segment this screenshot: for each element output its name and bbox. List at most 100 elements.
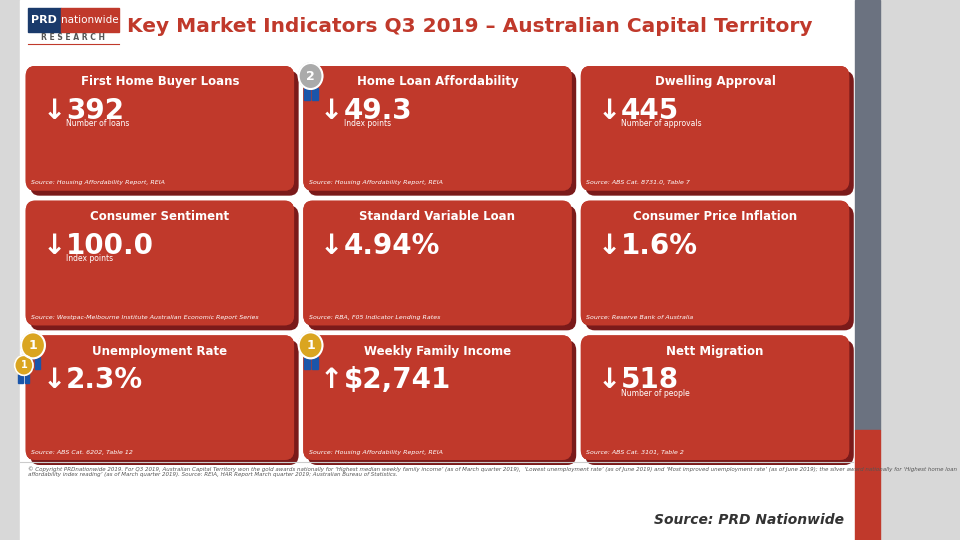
Bar (35, 357, 40, 369)
FancyBboxPatch shape (26, 66, 294, 191)
Bar (18, 374, 23, 383)
FancyBboxPatch shape (27, 288, 293, 325)
Text: Home Loan Affordability: Home Loan Affordability (356, 76, 518, 89)
FancyBboxPatch shape (586, 340, 853, 465)
FancyBboxPatch shape (26, 335, 294, 460)
FancyBboxPatch shape (27, 423, 293, 460)
FancyBboxPatch shape (308, 340, 576, 465)
Text: Dwelling Approval: Dwelling Approval (655, 76, 776, 89)
Text: Standard Variable Loan: Standard Variable Loan (359, 210, 516, 223)
Text: Key Market Indicators Q3 2019 – Australian Capital Territory: Key Market Indicators Q3 2019 – Australi… (127, 17, 812, 36)
Text: 445: 445 (621, 97, 680, 125)
Text: ↓: ↓ (42, 232, 65, 260)
Text: Source: RBA, F05 Indicator Lending Rates: Source: RBA, F05 Indicator Lending Rates (309, 315, 440, 320)
Text: Unemployment Rate: Unemployment Rate (92, 345, 228, 358)
Text: Source: Housing Affordability Report, REIA: Source: Housing Affordability Report, RE… (31, 180, 165, 185)
FancyBboxPatch shape (586, 71, 853, 195)
Text: ↓: ↓ (320, 232, 343, 260)
Circle shape (21, 332, 45, 359)
Text: Consumer Price Inflation: Consumer Price Inflation (633, 210, 797, 223)
Text: ↓: ↓ (597, 97, 620, 125)
FancyBboxPatch shape (581, 335, 850, 460)
Text: 1.6%: 1.6% (621, 232, 698, 260)
FancyBboxPatch shape (581, 66, 850, 191)
FancyBboxPatch shape (581, 201, 850, 325)
FancyBboxPatch shape (304, 288, 570, 325)
FancyBboxPatch shape (31, 71, 299, 195)
Bar (27, 357, 32, 369)
FancyBboxPatch shape (26, 201, 294, 325)
Circle shape (14, 355, 33, 375)
Text: 1: 1 (306, 339, 315, 352)
Circle shape (299, 332, 323, 359)
FancyBboxPatch shape (31, 340, 299, 465)
Text: ↓: ↓ (42, 97, 65, 125)
Text: 1: 1 (20, 360, 27, 370)
FancyBboxPatch shape (581, 335, 850, 460)
FancyBboxPatch shape (303, 201, 571, 325)
Bar (28, 8, 60, 32)
Text: Source: Housing Affordability Report, REIA: Source: Housing Affordability Report, RE… (309, 449, 443, 455)
Bar (304, 357, 310, 369)
Text: Source: ABS Cat. 6202, Table 12: Source: ABS Cat. 6202, Table 12 (31, 449, 133, 455)
Text: nationwide: nationwide (61, 15, 119, 25)
FancyBboxPatch shape (26, 335, 294, 460)
Text: 2.3%: 2.3% (66, 366, 143, 394)
Text: ↓: ↓ (320, 97, 343, 125)
FancyBboxPatch shape (27, 153, 293, 191)
Text: 49.3: 49.3 (344, 97, 412, 125)
FancyBboxPatch shape (303, 66, 571, 191)
FancyBboxPatch shape (303, 335, 571, 460)
Text: R E S E A R C H: R E S E A R C H (41, 33, 106, 43)
Text: Source: Westpac-Melbourne Institute Australian Economic Report Series: Source: Westpac-Melbourne Institute Aust… (31, 315, 259, 320)
Text: 4.94%: 4.94% (344, 232, 440, 260)
FancyBboxPatch shape (586, 206, 853, 330)
FancyBboxPatch shape (304, 153, 570, 191)
FancyBboxPatch shape (582, 153, 849, 191)
FancyBboxPatch shape (308, 71, 576, 195)
Text: PRD: PRD (31, 15, 57, 25)
Text: Source: ABS Cat. 8731.0, Table 7: Source: ABS Cat. 8731.0, Table 7 (587, 180, 690, 185)
Bar (60, 8, 119, 32)
FancyBboxPatch shape (582, 423, 849, 460)
Bar (312, 88, 318, 100)
Text: Number of loans: Number of loans (66, 119, 130, 129)
FancyBboxPatch shape (581, 201, 850, 325)
Text: Number of people: Number of people (621, 389, 690, 398)
Text: First Home Buyer Loans: First Home Buyer Loans (81, 76, 239, 89)
Text: Weekly Family Income: Weekly Family Income (364, 345, 511, 358)
Text: Number of approvals: Number of approvals (621, 119, 702, 129)
Text: 392: 392 (66, 97, 124, 125)
Text: Source: PRD Nationwide: Source: PRD Nationwide (654, 513, 844, 527)
Text: Index points: Index points (66, 254, 113, 263)
Text: Source: Reserve Bank of Australia: Source: Reserve Bank of Australia (587, 315, 693, 320)
FancyBboxPatch shape (581, 66, 850, 191)
Text: Nett Migration: Nett Migration (666, 345, 764, 358)
Text: ↑: ↑ (320, 366, 343, 394)
Bar (854, 430, 880, 540)
FancyBboxPatch shape (304, 423, 570, 460)
Text: Source: ABS Cat. 3101, Table 2: Source: ABS Cat. 3101, Table 2 (587, 449, 684, 455)
Text: Index points: Index points (344, 119, 391, 129)
Text: Consumer Sentiment: Consumer Sentiment (90, 210, 229, 223)
FancyBboxPatch shape (308, 206, 576, 330)
Text: 518: 518 (621, 366, 680, 394)
Bar (312, 357, 318, 369)
FancyBboxPatch shape (31, 206, 299, 330)
Text: ↓: ↓ (597, 366, 620, 394)
Text: © Copyright PRDnationwide 2019. For Q3 2019, Australian Capital Territory won th: © Copyright PRDnationwide 2019. For Q3 2… (28, 466, 956, 477)
Circle shape (299, 63, 323, 89)
Text: 100.0: 100.0 (66, 232, 154, 260)
Text: 1: 1 (29, 339, 37, 352)
FancyBboxPatch shape (303, 335, 571, 460)
FancyBboxPatch shape (303, 201, 571, 325)
FancyBboxPatch shape (26, 201, 294, 325)
Bar (25, 374, 30, 383)
Text: 2: 2 (306, 70, 315, 83)
FancyBboxPatch shape (582, 288, 849, 325)
FancyBboxPatch shape (303, 66, 571, 191)
Text: ↓: ↓ (597, 232, 620, 260)
Bar (854, 0, 880, 430)
FancyBboxPatch shape (26, 66, 294, 191)
Text: ↓: ↓ (42, 366, 65, 394)
